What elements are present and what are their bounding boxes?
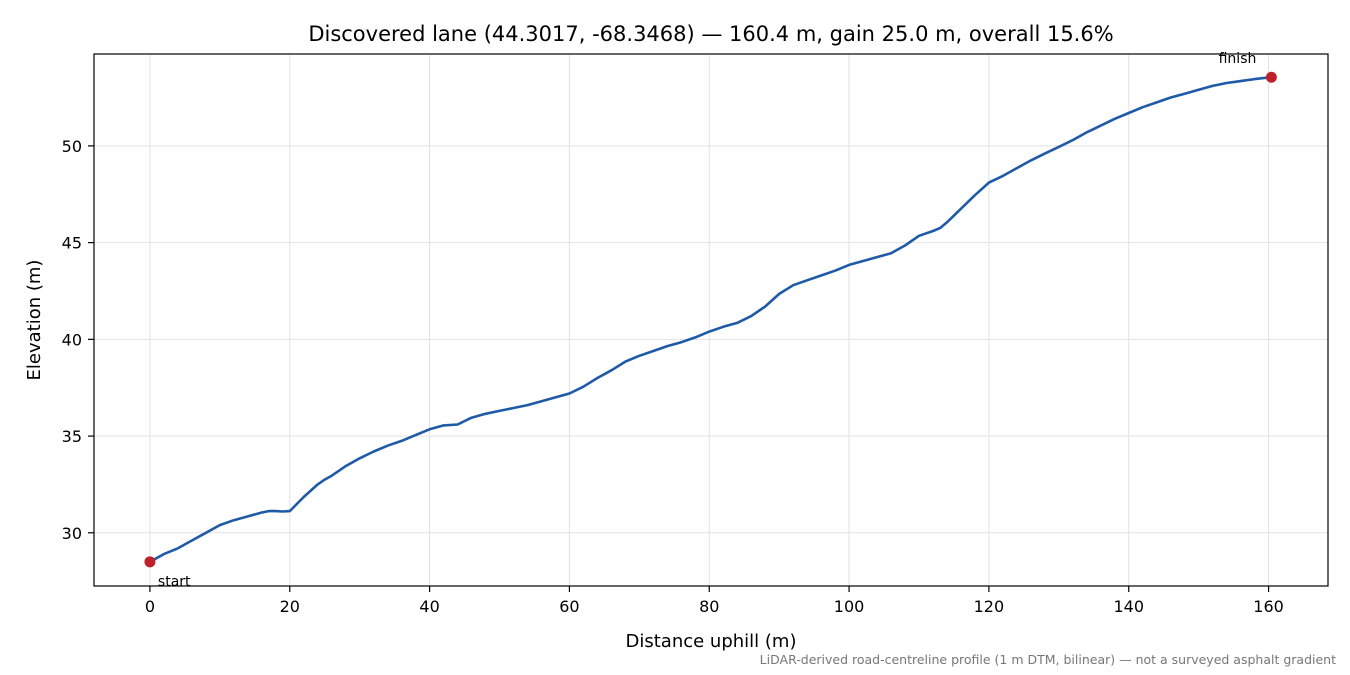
x-tick-label: 40 bbox=[419, 597, 439, 616]
x-tick-label: 160 bbox=[1253, 597, 1284, 616]
elevation-series-line bbox=[148, 75, 1273, 564]
start-marker bbox=[144, 556, 156, 568]
y-tick-label: 30 bbox=[62, 524, 82, 543]
x-tick-label: 60 bbox=[559, 597, 579, 616]
y-tick-label: 40 bbox=[62, 330, 82, 349]
y-tick-label: 35 bbox=[62, 427, 82, 446]
x-axis-label: Distance uphill (m) bbox=[626, 631, 797, 652]
chart-footnote: LiDAR-derived road-centreline profile (1… bbox=[760, 652, 1336, 667]
y-tick-label: 45 bbox=[62, 234, 82, 253]
finish-marker bbox=[1265, 71, 1277, 83]
line-layer bbox=[148, 75, 1273, 564]
y-tick-label: 50 bbox=[62, 137, 82, 156]
finish-label: finish bbox=[1219, 51, 1257, 67]
x-tick-label: 100 bbox=[834, 597, 865, 616]
x-tick-label: 20 bbox=[280, 597, 300, 616]
plot-frame bbox=[93, 53, 1329, 587]
x-tick-label: 80 bbox=[699, 597, 719, 616]
chart-title: Discovered lane (44.3017, -68.3468) — 16… bbox=[308, 22, 1113, 46]
x-tick-label: 120 bbox=[974, 597, 1005, 616]
y-axis-label: Elevation (m) bbox=[24, 260, 45, 381]
marker-layer: start finish bbox=[144, 51, 1277, 590]
tick-layer: 0 20 40 60 80 100 120 140 160 30 35 40 45 50 bbox=[62, 137, 1284, 616]
start-label: start bbox=[158, 574, 191, 590]
x-tick-label: 0 bbox=[145, 597, 155, 616]
grid-layer bbox=[94, 54, 1328, 586]
x-tick-label: 140 bbox=[1113, 597, 1144, 616]
